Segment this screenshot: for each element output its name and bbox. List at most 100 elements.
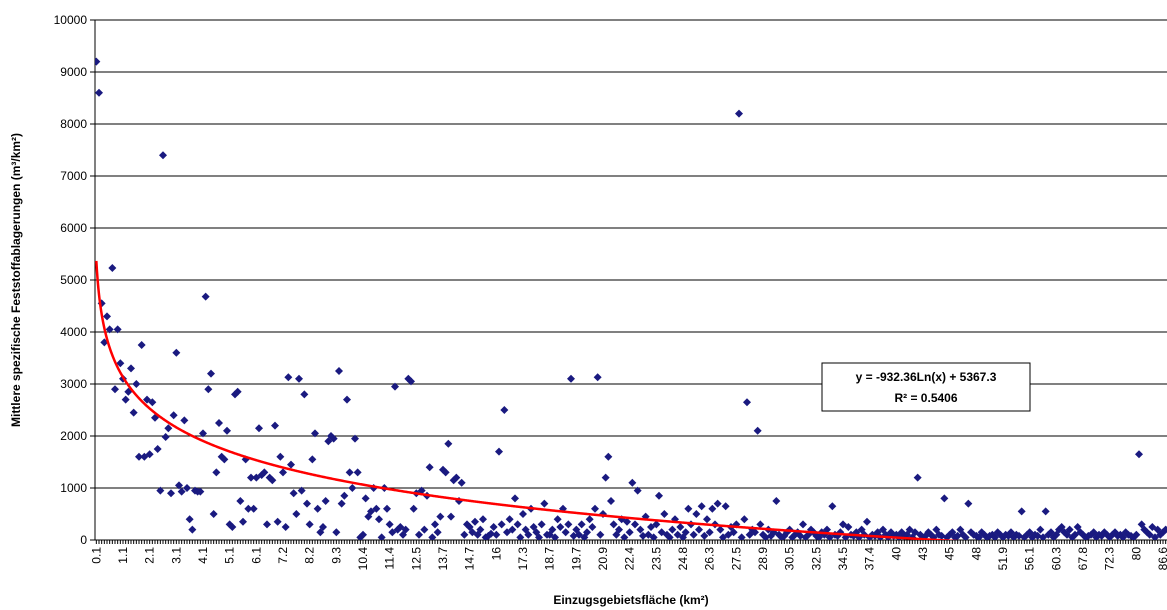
marker <box>588 523 597 531</box>
marker <box>337 499 346 508</box>
x-tick-label: 1.1 <box>116 547 130 564</box>
x-tick-label: 56.1 <box>1023 547 1037 571</box>
marker <box>561 528 570 537</box>
equation-box <box>821 362 1031 412</box>
marker <box>487 529 495 538</box>
marker <box>137 341 146 349</box>
marker <box>940 494 949 503</box>
x-tick-label: 0.1 <box>89 547 103 564</box>
marker <box>425 463 434 472</box>
marker <box>95 57 101 66</box>
marker <box>383 504 391 513</box>
marker <box>695 525 703 534</box>
marker <box>729 528 738 537</box>
x-tick-label: 16 <box>489 547 503 561</box>
marker <box>1009 533 1018 540</box>
marker <box>108 264 117 273</box>
marker <box>500 406 509 414</box>
marker <box>132 380 141 388</box>
marker <box>452 473 461 482</box>
marker <box>247 473 255 482</box>
marker <box>593 373 602 382</box>
marker <box>548 525 557 534</box>
marker <box>1020 533 1029 540</box>
marker <box>681 528 690 537</box>
x-tick-label: 43 <box>916 547 930 561</box>
marker <box>188 525 197 534</box>
x-tick-label: 24.8 <box>676 547 690 571</box>
marker <box>207 369 215 378</box>
marker <box>343 395 351 404</box>
marker <box>964 499 973 508</box>
marker <box>340 491 349 500</box>
marker <box>583 528 591 537</box>
marker <box>135 452 143 461</box>
trendline <box>95 260 960 540</box>
marker <box>625 528 634 537</box>
marker <box>999 533 1007 540</box>
marker <box>615 525 623 534</box>
marker <box>377 533 386 540</box>
marker <box>516 533 525 540</box>
marker <box>551 533 559 540</box>
marker <box>332 528 341 537</box>
marker <box>649 533 658 540</box>
marker <box>1028 533 1037 540</box>
marker <box>1135 450 1143 459</box>
marker <box>719 533 727 540</box>
marker <box>199 429 207 438</box>
x-tick-label: 30.5 <box>783 547 797 571</box>
y-tick-label: 7000 <box>60 169 87 183</box>
y-tick-label: 0 <box>80 533 87 547</box>
x-axis-title: Einzugsgebietsfläche (km²) <box>553 593 708 607</box>
marker <box>220 455 229 464</box>
marker <box>209 510 218 518</box>
marker <box>159 151 167 160</box>
marker <box>273 517 282 526</box>
x-tick-label: 72.3 <box>1103 547 1117 571</box>
marker <box>420 525 429 534</box>
x-tick-label: 28.9 <box>756 547 770 571</box>
marker <box>1129 533 1138 540</box>
marker <box>276 452 285 461</box>
marker <box>233 387 242 396</box>
x-tick-label: 51.9 <box>996 547 1010 571</box>
marker <box>215 419 223 427</box>
marker <box>1049 533 1058 540</box>
marker <box>356 533 365 540</box>
marker <box>684 504 693 513</box>
x-tick-label: 48 <box>969 547 983 561</box>
marker <box>127 364 135 373</box>
marker <box>761 533 770 540</box>
marker <box>447 512 455 521</box>
marker <box>457 478 466 487</box>
marker <box>721 502 730 511</box>
marker <box>844 523 853 531</box>
marker <box>228 523 237 531</box>
marker <box>111 385 119 394</box>
marker <box>351 434 359 443</box>
marker <box>300 390 309 399</box>
marker <box>585 515 594 524</box>
marker <box>1151 533 1159 540</box>
marker <box>929 533 938 540</box>
marker <box>705 528 714 537</box>
marker <box>1036 525 1045 534</box>
marker <box>281 523 290 531</box>
marker <box>1017 507 1026 516</box>
x-tick-label: 18.7 <box>543 547 557 571</box>
x-tick-label: 45 <box>943 547 957 561</box>
marker <box>321 497 330 505</box>
marker <box>249 504 258 513</box>
marker <box>513 520 522 529</box>
marker <box>1119 533 1127 540</box>
marker <box>284 373 293 382</box>
marker <box>697 502 706 511</box>
trend-equation: y = -932.36Ln(x) + 5367.3 <box>856 370 997 384</box>
marker <box>1041 507 1050 516</box>
marker <box>652 520 661 529</box>
marker <box>345 468 354 477</box>
marker <box>129 408 138 417</box>
marker <box>153 445 162 453</box>
marker <box>305 520 314 529</box>
